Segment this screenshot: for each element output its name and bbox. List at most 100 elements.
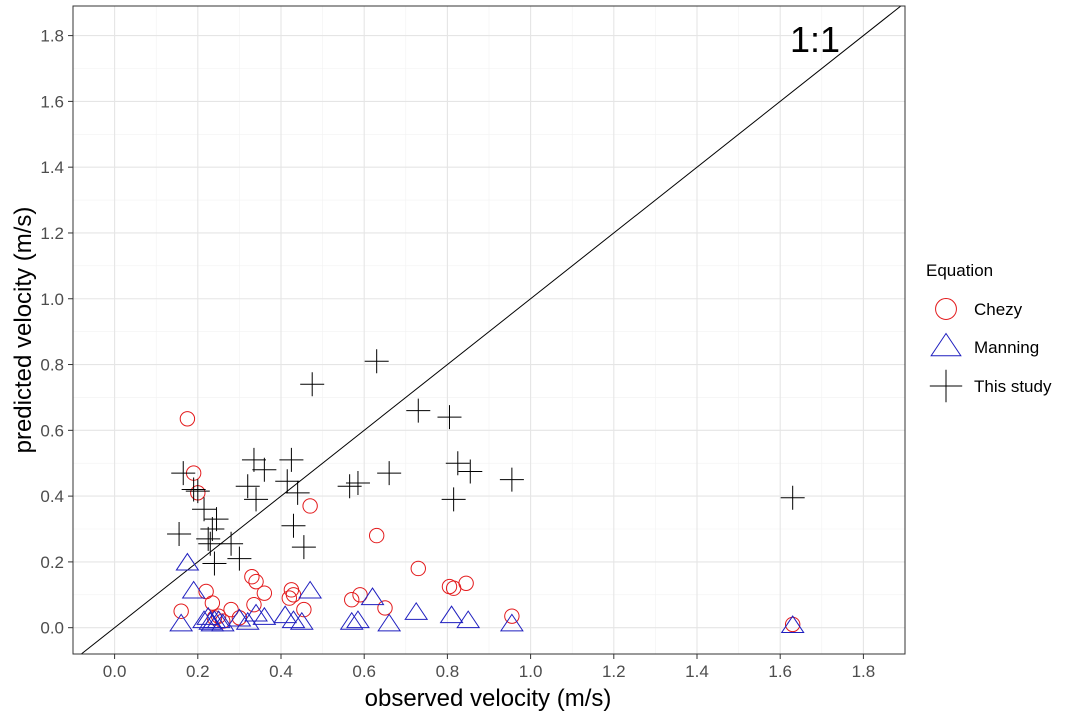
y-tick-label: 0.4	[40, 487, 64, 506]
manning-point	[298, 580, 323, 599]
legend-item-manning: Manning	[930, 332, 1039, 357]
manning-point	[360, 587, 385, 606]
one-to-one-annotation: 1:1	[790, 19, 840, 60]
this-study-point	[780, 485, 805, 510]
y-tick-label: 1.0	[40, 290, 64, 309]
manning-point	[404, 601, 429, 620]
this-study-point	[275, 469, 300, 494]
chezy-point	[352, 587, 368, 603]
legend-key-chezy	[935, 298, 957, 320]
this-study-point	[167, 521, 192, 546]
chezy-point	[302, 498, 318, 514]
y-tick-label: 1.6	[40, 92, 64, 111]
x-tick-label: 0.0	[103, 662, 127, 681]
this-study-point	[441, 487, 466, 512]
series-manning	[169, 552, 805, 634]
manning-point	[339, 611, 364, 630]
y-tick-label: 0.8	[40, 356, 64, 375]
manning-point	[780, 615, 805, 634]
manning-point	[289, 611, 314, 630]
this-study-point	[244, 487, 269, 512]
manning-point	[456, 610, 481, 629]
x-axis-ticks: 0.0 0.2 0.4 0.6 0.8 1.0 1.2 1.4 1.6 1.8	[103, 654, 875, 681]
this-study-point	[202, 551, 227, 576]
this-study-point	[192, 497, 217, 522]
this-study-point	[241, 447, 266, 472]
chezy-point	[377, 600, 393, 616]
x-tick-label: 1.6	[768, 662, 792, 681]
chezy-point	[173, 603, 189, 619]
x-tick-label: 1.2	[602, 662, 626, 681]
legend-item-chezy: Chezy	[935, 298, 1023, 320]
y-tick-label: 1.4	[40, 158, 64, 177]
chezy-point	[246, 596, 262, 613]
chezy-point	[296, 601, 312, 618]
manning-point	[181, 580, 206, 599]
chezy-point	[504, 608, 520, 624]
chezy-point	[248, 573, 264, 590]
legend-key-manning	[930, 332, 962, 357]
this-study-point	[181, 477, 206, 502]
this-study-point	[185, 479, 210, 504]
manning-point	[206, 610, 231, 629]
legend-label-chezy: Chezy	[974, 300, 1023, 319]
chezy-point	[458, 575, 474, 591]
this-study-point	[300, 372, 325, 397]
legend-title: Equation	[926, 261, 993, 280]
y-tick-label: 0.6	[40, 421, 64, 440]
x-tick-label: 1.4	[685, 662, 709, 681]
chezy-point	[204, 595, 221, 611]
data-points	[167, 349, 805, 634]
manning-point	[273, 605, 298, 624]
chezy-point	[198, 583, 214, 600]
this-study-point	[227, 546, 252, 571]
chezy-point	[179, 411, 196, 427]
this-study-point	[279, 447, 304, 472]
x-tick-label: 0.4	[269, 662, 293, 681]
legend: Equation Chezy Manning This study	[926, 261, 1052, 403]
chezy-point	[410, 560, 426, 577]
this-study-point	[445, 451, 470, 476]
this-study-point	[198, 531, 223, 556]
this-study-point	[235, 474, 260, 499]
plot-panel-border	[72, 5, 906, 655]
manning-point	[198, 611, 223, 630]
manning-point	[210, 613, 235, 632]
series-chezy	[173, 411, 801, 633]
this-study-point	[200, 517, 225, 542]
this-study-point	[219, 531, 244, 556]
manning-point	[377, 613, 402, 632]
this-study-point	[437, 405, 462, 430]
manning-point	[169, 613, 194, 632]
y-tick-label: 0.2	[40, 553, 64, 572]
manning-point	[175, 552, 200, 571]
this-study-point	[252, 457, 277, 482]
x-tick-label: 0.2	[186, 662, 210, 681]
this-study-point	[499, 467, 524, 492]
manning-point	[244, 603, 268, 622]
legend-item-this-study: This study	[929, 369, 1052, 403]
one-to-one-reference-line	[81, 5, 902, 655]
manning-point	[439, 605, 464, 624]
chezy-point	[344, 592, 360, 608]
this-study-point	[377, 461, 402, 486]
this-study-point	[285, 480, 310, 505]
chezy-point	[256, 585, 273, 601]
chezy-point	[784, 616, 801, 633]
this-study-point	[345, 470, 370, 495]
x-tick-label: 1.8	[852, 662, 876, 681]
this-study-point	[196, 526, 221, 551]
this-study-point	[281, 513, 306, 538]
legend-key-this-study	[929, 369, 963, 403]
this-study-point	[291, 535, 316, 560]
manning-point	[281, 610, 306, 629]
y-axis-title: predicted velocity (m/s)	[10, 207, 37, 454]
y-tick-label: 1.2	[40, 224, 64, 243]
legend-label-manning: Manning	[974, 338, 1039, 357]
this-study-point	[458, 459, 483, 484]
y-tick-label: 0.0	[40, 619, 64, 638]
this-study-point	[171, 461, 196, 486]
this-study-point	[406, 398, 431, 423]
x-tick-label: 1.0	[519, 662, 543, 681]
